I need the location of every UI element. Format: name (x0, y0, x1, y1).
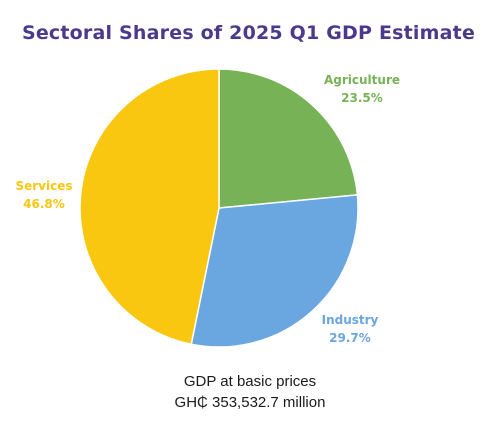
slice-label-agriculture: Agriculture (324, 73, 400, 87)
pie-slices (79, 68, 359, 348)
slice-value-industry: 29.7% (329, 331, 371, 345)
footnote-gdp-value: GH₵ 353,532.7 million (174, 394, 326, 411)
chart-title: Sectoral Shares of 2025 Q1 GDP Estimate (21, 22, 476, 44)
pie-slice-industry (190, 194, 359, 348)
slice-value-agriculture: 23.5% (341, 91, 383, 105)
footnote-gdp-basis: GDP at basic prices (183, 373, 317, 390)
slice-label-industry: Industry (322, 313, 379, 327)
pie-slice-services (79, 68, 220, 346)
slice-label-services: Services (15, 179, 72, 193)
slice-value-services: 46.8% (23, 197, 65, 211)
pie-slice-agriculture (218, 68, 359, 209)
